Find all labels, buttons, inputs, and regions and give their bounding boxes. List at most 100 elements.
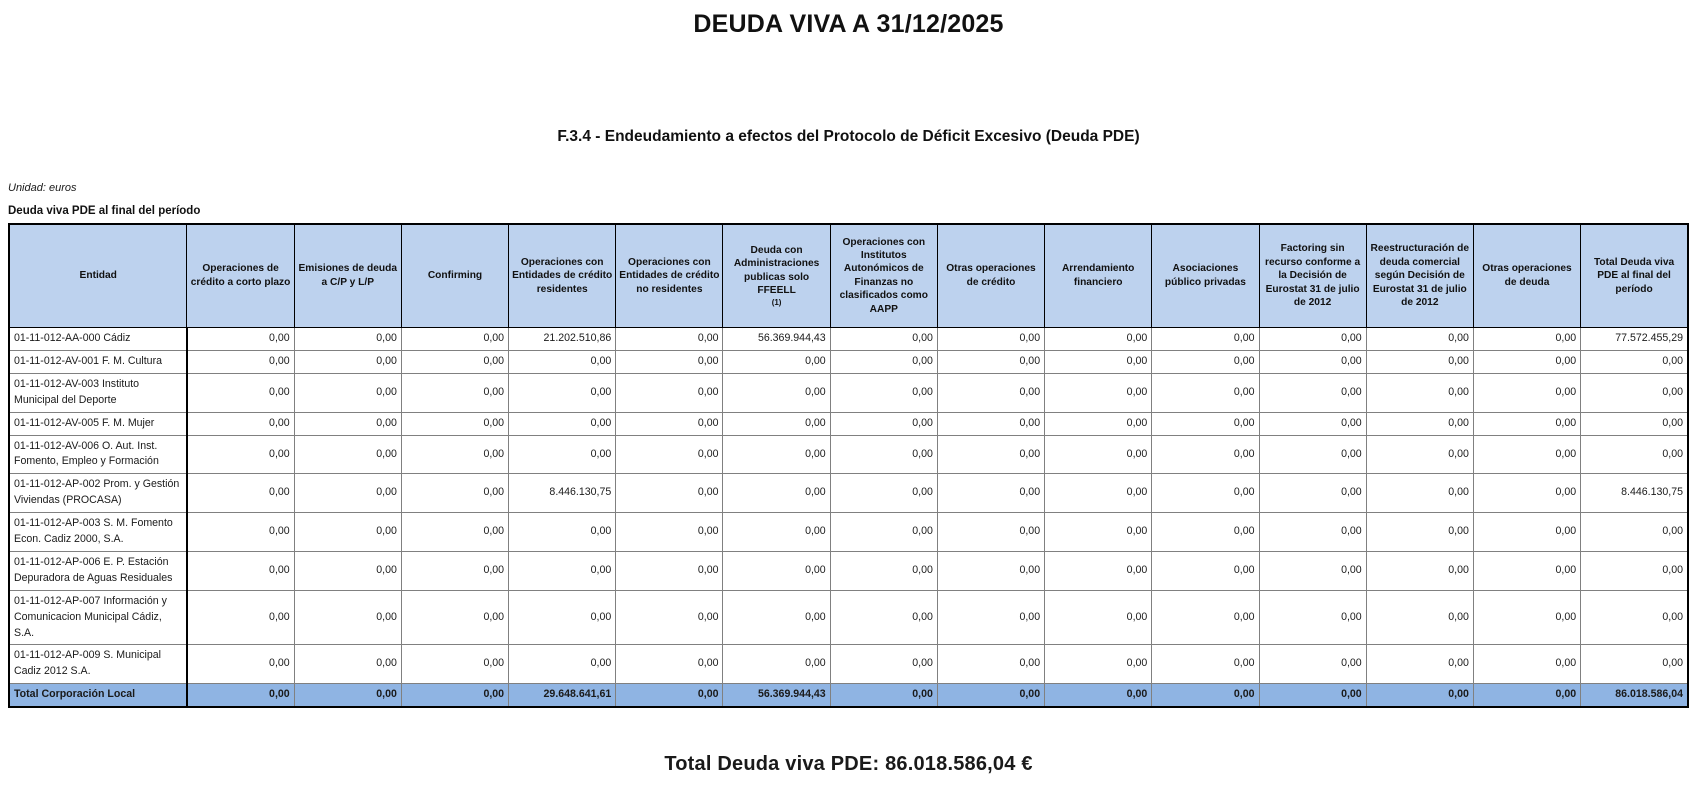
value-cell: 0,00 [829, 550, 938, 591]
column-header-4[interactable]: Operaciones con Entidades de crédito res… [508, 223, 617, 329]
column-header-0[interactable]: Entidad [8, 223, 188, 329]
column-header-2[interactable]: Emisiones de deuda a C/P y L/P [293, 223, 402, 329]
value-cell: 0,00 [400, 473, 510, 514]
table-total-row[interactable]: Total Corporación Local 0,00 0,00 0,00 29.64… [8, 683, 1690, 709]
value-cell: 0,00 [293, 411, 402, 436]
value-cell: 0,00 [293, 327, 402, 352]
table-row[interactable]: 01-11-012-AP-006 E. P. Estación Depurado… [8, 550, 1690, 591]
total-value-cell: 0,00 [400, 683, 510, 709]
value-cell: 0,00 [936, 512, 1046, 552]
value-cell: 0,00 [936, 411, 1046, 436]
value-cell: 0,00 [1472, 512, 1582, 552]
value-cell: 0,00 [1365, 411, 1474, 436]
value-cell: 0,00 [1365, 350, 1474, 374]
value-cell: 0,00 [1258, 550, 1367, 591]
value-cell: 0,00 [293, 644, 402, 685]
value-cell: 0,00 [400, 372, 510, 413]
total-value-cell: 0,00 [1472, 683, 1582, 709]
column-header-label: Factoring sin recurso conforme a la Deci… [1265, 243, 1361, 309]
entity-cell: 01-11-012-AV-006 O. Aut. Inst. Fomento, … [8, 434, 188, 475]
value-cell: 0,00 [1044, 589, 1153, 646]
value-cell: 0,00 [1151, 327, 1260, 352]
table-row[interactable]: 01-11-012-AV-001 F. M. Cultura 0,00 0,00 0,… [8, 350, 1690, 374]
value-cell: 0,00 [293, 372, 402, 413]
value-cell: 0,00 [1044, 350, 1153, 374]
column-header-label: Operaciones con Entidades de crédito no … [619, 256, 720, 295]
total-value-cell: 0,00 [1151, 683, 1260, 709]
table-row[interactable]: 01-11-012-AP-009 S. Municipal Cadiz 2012… [8, 644, 1690, 685]
column-header-10[interactable]: Asociaciones público privadas [1151, 223, 1260, 329]
value-cell: 0,00 [1151, 350, 1260, 374]
value-cell: 8.446.130,75 [1580, 473, 1690, 514]
total-value-cell: 0,00 [829, 683, 938, 709]
table-row[interactable]: 01-11-012-AV-003 Instituto Municipal del… [8, 372, 1690, 413]
value-cell: 0,00 [829, 473, 938, 514]
value-cell: 0,00 [1258, 350, 1367, 374]
entity-cell: 01-11-012-AP-002 Prom. y Gestión Viviend… [8, 473, 188, 514]
column-header-label: Emisiones de deuda a C/P y L/P [298, 263, 398, 288]
column-header-6[interactable]: Deuda con Administraciones publicas solo… [722, 223, 831, 329]
value-cell: 0,00 [1365, 512, 1474, 552]
value-cell: 0,00 [829, 644, 938, 685]
column-header-5[interactable]: Operaciones con Entidades de crédito no … [615, 223, 724, 329]
column-header-7[interactable]: Operaciones con Institutos Autonómicos d… [829, 223, 938, 329]
entity-cell: 01-11-012-AP-003 S. M. Fomento Econ. Cad… [8, 512, 188, 552]
value-cell: 0,00 [1365, 327, 1474, 352]
table-row[interactable]: 01-11-012-AP-002 Prom. y Gestión Viviend… [8, 473, 1690, 514]
value-cell: 0,00 [1472, 589, 1582, 646]
value-cell: 0,00 [615, 411, 724, 436]
value-cell: 0,00 [1151, 550, 1260, 591]
value-cell: 0,00 [1258, 434, 1367, 475]
table-row[interactable]: 01-11-012-AP-003 S. M. Fomento Econ. Cad… [8, 512, 1690, 552]
value-cell: 0,00 [1258, 512, 1367, 552]
column-header-14[interactable]: Total Deuda viva PDE al final del períod… [1580, 223, 1689, 329]
column-header-label: Entidad [79, 270, 117, 282]
value-cell: 0,00 [936, 644, 1046, 685]
value-cell: 0,00 [1044, 512, 1153, 552]
value-cell: 0,00 [1580, 350, 1690, 374]
entity-cell: 01-11-012-AP-009 S. Municipal Cadiz 2012… [8, 644, 188, 685]
column-header-11[interactable]: Factoring sin recurso conforme a la Deci… [1258, 223, 1367, 329]
value-cell: 0,00 [1580, 644, 1690, 685]
value-cell: 0,00 [936, 350, 1046, 374]
value-cell: 0,00 [1258, 372, 1367, 413]
value-cell: 0,00 [400, 644, 510, 685]
column-header-9[interactable]: Arrendamiento financiero [1044, 223, 1153, 329]
value-cell: 0,00 [1151, 411, 1260, 436]
value-cell: 0,00 [615, 589, 724, 646]
value-cell: 0,00 [1472, 350, 1582, 374]
value-cell: 0,00 [1580, 550, 1690, 591]
column-header-label: Otras operaciones de crédito [946, 263, 1036, 288]
column-header-label: Asociaciones público privadas [1164, 263, 1246, 288]
table-row[interactable]: 01-11-012-AP-007 Información y Comunicac… [8, 589, 1690, 646]
column-header-8[interactable]: Otras operaciones de crédito [936, 223, 1046, 329]
value-cell: 0,00 [1472, 550, 1582, 591]
value-cell: 0,00 [615, 350, 724, 374]
grand-total-label: Total Deuda viva PDE: 86.018.586,04 € [664, 753, 1033, 776]
value-cell: 0,00 [1044, 327, 1153, 352]
table-body: 01-11-012-AA-000 Cádiz 0,00 0,00 0,00 21.202… [8, 327, 1690, 709]
value-cell: 0,00 [722, 512, 831, 552]
column-header-label: Operaciones con Entidades de crédito res… [512, 256, 613, 295]
total-value-cell: 0,00 [1044, 683, 1153, 709]
value-cell: 0,00 [936, 327, 1046, 352]
value-cell: 0,00 [186, 372, 295, 413]
value-cell: 0,00 [722, 372, 831, 413]
value-cell: 0,00 [1044, 473, 1153, 514]
value-cell: 0,00 [186, 327, 295, 352]
value-cell: 0,00 [1472, 644, 1582, 685]
value-cell: 0,00 [1365, 434, 1474, 475]
column-header-1[interactable]: Operaciones de crédito a corto plazo [186, 223, 295, 329]
value-cell: 0,00 [400, 512, 510, 552]
column-header-12[interactable]: Reestructuración de deuda comercial segú… [1365, 223, 1474, 329]
table-row[interactable]: 01-11-012-AV-006 O. Aut. Inst. Fomento, … [8, 434, 1690, 475]
table-row[interactable]: 01-11-012-AA-000 Cádiz 0,00 0,00 0,00 21.202… [8, 327, 1690, 352]
column-header-label: Otras operaciones de deuda [1482, 263, 1572, 288]
column-header-3[interactable]: Confirming [400, 223, 510, 329]
table-container: Entidad Operaciones de crédito a corto pl… [0, 217, 1697, 709]
column-header-13[interactable]: Otras operaciones de deuda [1472, 223, 1582, 329]
table-row[interactable]: 01-11-012-AV-005 F. M. Mujer 0,00 0,00 0,00… [8, 411, 1690, 436]
value-cell: 0,00 [1365, 372, 1474, 413]
value-cell: 0,00 [829, 512, 938, 552]
